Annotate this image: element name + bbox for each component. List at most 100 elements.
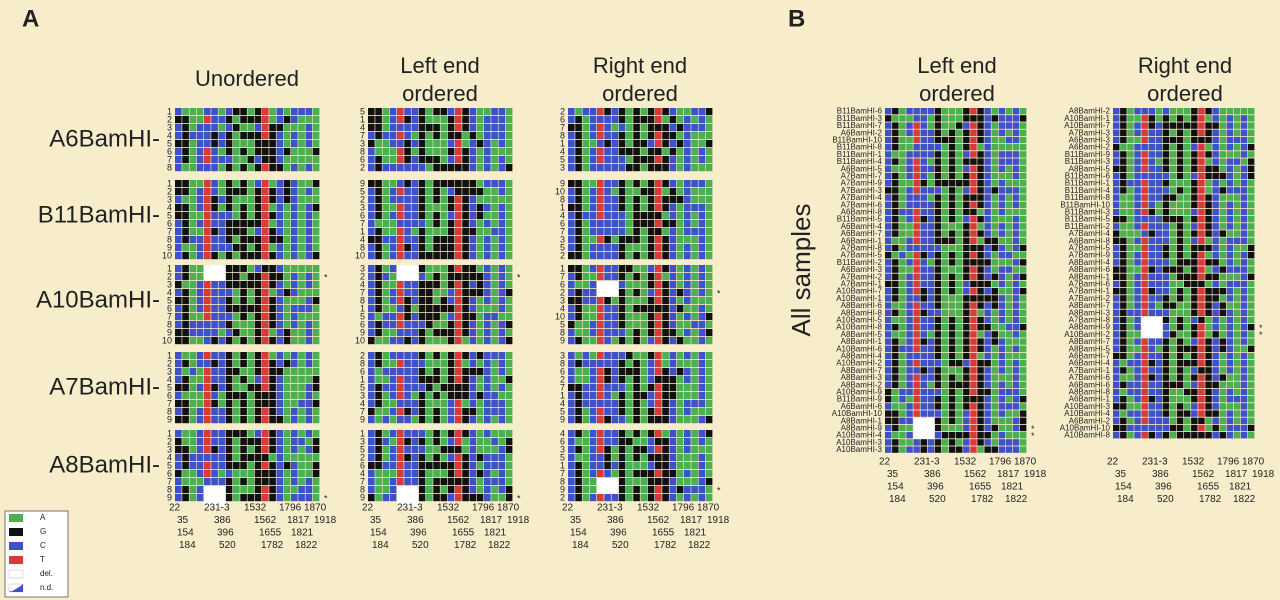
cell: [934, 381, 942, 388]
cell: [1134, 396, 1141, 403]
cell: [906, 187, 913, 194]
cell: [626, 273, 633, 281]
cell: [505, 337, 513, 345]
cell: [611, 140, 619, 148]
cell: [963, 424, 970, 432]
cell: [1169, 338, 1177, 345]
cell: [189, 321, 197, 329]
cell: [705, 400, 713, 408]
cell: [998, 158, 1006, 165]
cell: [382, 313, 390, 321]
cell: [426, 408, 433, 416]
cell: [397, 108, 404, 116]
cell: [447, 220, 455, 228]
cell: [182, 368, 189, 376]
cell: [568, 273, 575, 281]
cell: [1205, 252, 1212, 259]
cell: [1176, 129, 1184, 136]
cell: [433, 446, 440, 454]
cell: [1233, 424, 1241, 432]
cell: [604, 408, 611, 416]
cell: [1198, 201, 1205, 208]
cell: [484, 416, 491, 424]
cell: [211, 329, 218, 337]
cell: [662, 384, 669, 392]
cell: [1162, 151, 1170, 158]
cell: [684, 180, 691, 188]
cell: [1212, 194, 1219, 201]
cell: [1233, 180, 1241, 187]
cell: [404, 196, 411, 204]
cell: [676, 188, 684, 196]
row-label: B11BamHI-6: [837, 107, 883, 116]
cell: [240, 244, 247, 252]
cell: [204, 408, 211, 416]
cell: [269, 321, 276, 329]
cell: [1247, 165, 1255, 172]
cell: [1226, 208, 1234, 216]
cell: [984, 360, 991, 367]
cell: [233, 368, 240, 376]
cell: [291, 220, 298, 228]
cell: [1155, 295, 1163, 302]
cell: [368, 400, 375, 408]
cell: [469, 486, 477, 494]
cell: [589, 446, 597, 454]
cell: [1113, 129, 1120, 136]
cell: [676, 360, 684, 368]
cell: [291, 265, 298, 273]
cell: [175, 494, 182, 502]
cell: [233, 236, 240, 244]
cell: [382, 297, 390, 305]
cell: [640, 132, 648, 140]
row-label: 2: [560, 492, 565, 502]
cell: [1120, 381, 1127, 388]
cell: [1134, 187, 1141, 194]
cell: [963, 367, 970, 374]
row-label: 1: [360, 226, 365, 236]
cell: [899, 273, 906, 280]
row-label: B11BamHI-8: [837, 143, 883, 152]
cell: [411, 376, 419, 384]
cell: [204, 196, 211, 204]
cell: [618, 321, 626, 329]
cell: [1012, 288, 1020, 295]
cell: [618, 313, 626, 321]
cell: [375, 337, 382, 345]
cell: [418, 416, 426, 424]
cell: [970, 165, 977, 172]
row-label: B11BamHI-4: [1065, 186, 1111, 195]
cell: [247, 196, 255, 204]
cell: [1233, 151, 1241, 158]
cell: [1005, 194, 1013, 201]
cell: [669, 478, 677, 486]
cell: [283, 148, 291, 156]
cell: [196, 156, 204, 164]
cell: [970, 388, 977, 396]
cell: [1184, 158, 1191, 165]
cell: [211, 204, 218, 212]
cell: [433, 220, 440, 228]
cell: [240, 188, 247, 196]
cell: [984, 316, 991, 324]
cell: [404, 228, 411, 236]
cell: [927, 172, 935, 180]
cell: [948, 446, 956, 453]
cell: [568, 321, 575, 329]
cell: [491, 337, 498, 345]
cell: [618, 408, 626, 416]
cell: [411, 132, 419, 140]
cell: [998, 252, 1006, 259]
cell: [885, 187, 892, 194]
cell: [691, 305, 698, 313]
cell: [1127, 417, 1134, 424]
cell: [1212, 396, 1219, 403]
cell: [977, 158, 984, 165]
cell: [1205, 187, 1212, 194]
cell: [218, 470, 226, 478]
cell: [941, 446, 949, 453]
cell: [498, 180, 506, 188]
note: *: [1031, 424, 1035, 434]
cell: [698, 244, 706, 252]
cell: [240, 454, 247, 462]
